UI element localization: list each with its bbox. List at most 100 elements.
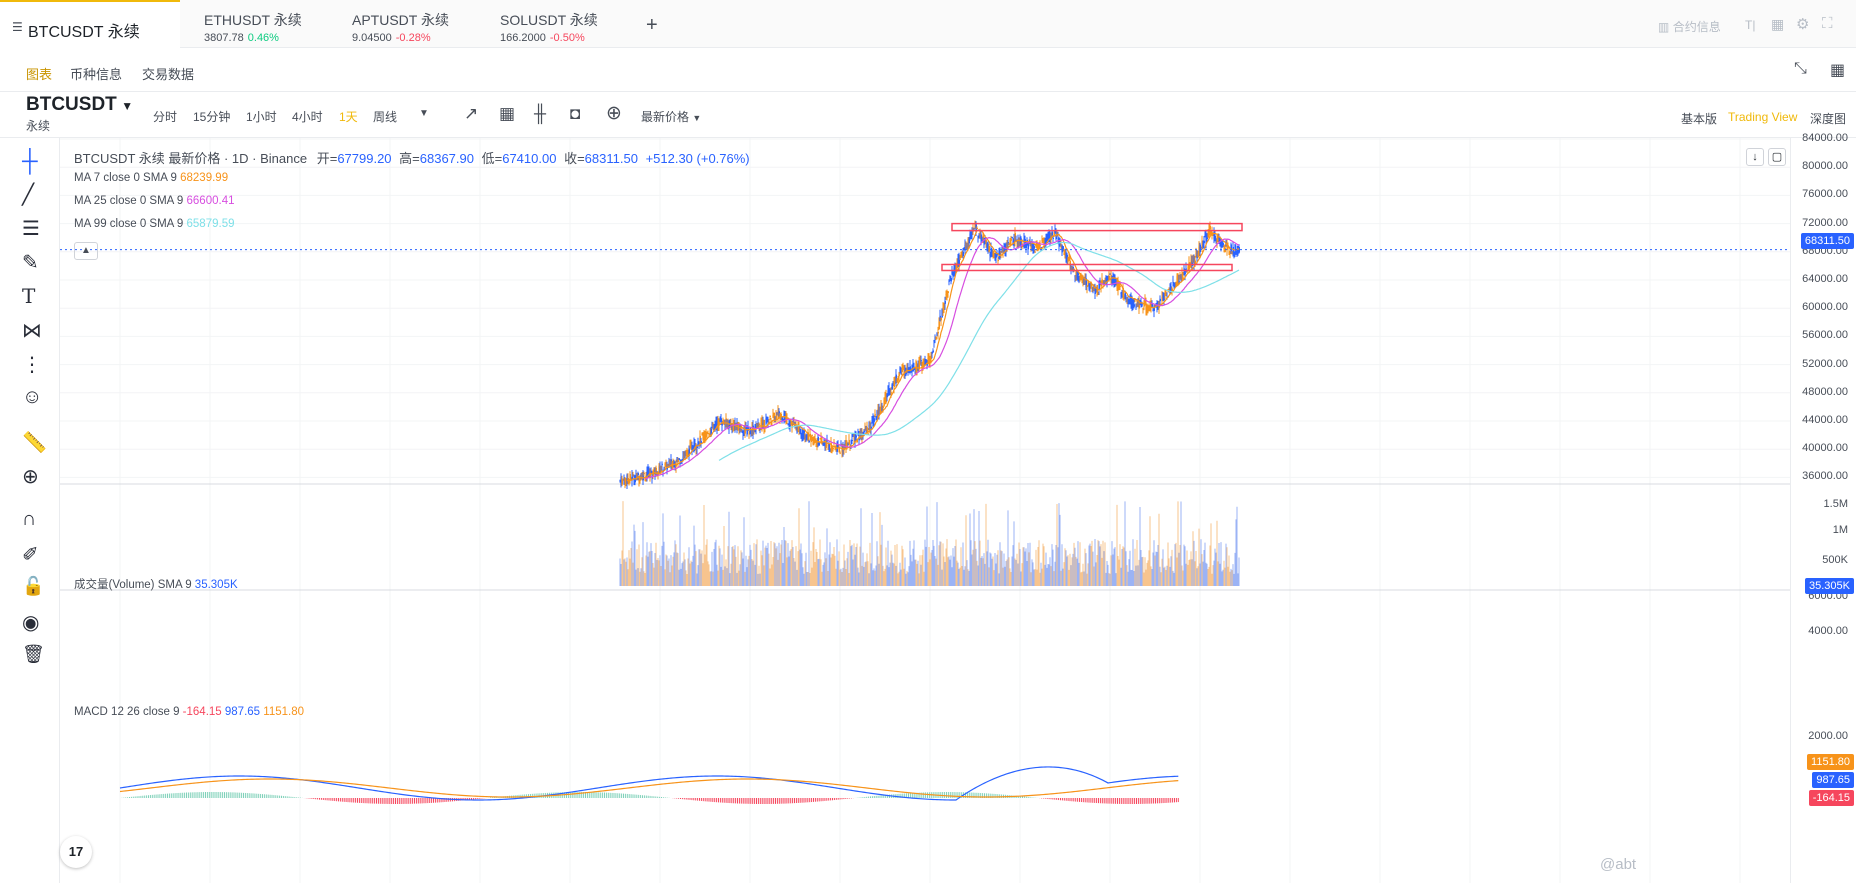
timeframe-15m[interactable]: 15分钟 — [193, 110, 231, 124]
candle-body — [769, 415, 771, 417]
candle-body — [892, 383, 894, 385]
price-axis-label: 40000.00 — [1802, 442, 1848, 455]
macd-signal-value: 1151.80 — [263, 706, 304, 718]
tab-btcusdt[interactable]: ☰ BTCUSDT 永续 — [0, 0, 180, 48]
candle-body — [891, 384, 893, 390]
candle-body — [741, 431, 743, 433]
timeframe-1h[interactable]: 1小时 — [246, 110, 277, 124]
tab-coin-info[interactable]: 币种信息 — [70, 67, 123, 82]
fullscreen-button[interactable]: ▢ — [1768, 148, 1786, 166]
tab-solusdt[interactable]: SOLUSDT 永续 166.2000 -0.50% — [500, 0, 598, 48]
candle-body — [844, 442, 846, 446]
view-depth[interactable]: 深度图 — [1810, 112, 1847, 126]
candle-style-icon[interactable]: ╫ — [534, 104, 547, 123]
chart-canvas[interactable] — [60, 138, 1790, 883]
candle-body — [1016, 242, 1018, 244]
volume-badge: 35.305K — [1805, 578, 1854, 594]
view-tradingview[interactable]: Trading View — [1728, 110, 1798, 124]
candle-body — [782, 419, 784, 421]
tab-ethusdt[interactable]: ETHUSDT 永续 3807.78 0.46% — [204, 0, 302, 48]
horizontal-lines-icon[interactable]: ☰ — [22, 218, 40, 240]
candle-body — [816, 443, 818, 446]
candle-body — [839, 452, 841, 454]
open-value: 67799.20 — [337, 151, 392, 166]
prediction-icon[interactable]: ⋮ — [22, 354, 42, 376]
crosshair-icon[interactable]: ┼ — [22, 148, 38, 173]
macd-signal-badge: 1151.80 — [1807, 754, 1854, 770]
timeframe-4h[interactable]: 4小时 — [292, 110, 323, 124]
tab-trade-data[interactable]: 交易数据 — [142, 67, 195, 82]
candle-body — [1062, 246, 1064, 250]
add-circle-icon[interactable]: ⊕ — [606, 103, 622, 124]
price-type-select[interactable]: 最新价格 ▼ — [641, 108, 701, 125]
tab-aptusdt[interactable]: APTUSDT 永续 9.04500 -0.28% — [352, 0, 449, 48]
indicators-icon[interactable]: ↗ — [464, 104, 479, 123]
camera-icon[interactable]: ◘ — [570, 104, 581, 123]
candle-body — [1165, 293, 1167, 295]
collapse-legend-button[interactable]: ▲ — [74, 242, 98, 260]
scroll-down-button[interactable]: ↓ — [1746, 148, 1764, 166]
candle-body — [843, 444, 845, 451]
collapse-icon[interactable]: ⤡ — [1794, 60, 1807, 77]
candle-body — [965, 244, 967, 246]
pattern-icon[interactable]: ⋈ — [22, 320, 42, 342]
add-tab-button[interactable]: + — [646, 14, 658, 36]
eye-icon[interactable]: ◉ — [22, 612, 40, 634]
ohlc-legend: BTCUSDT 永续 最新价格 · 1D · Binance 开=67799.2… — [74, 148, 750, 167]
candle-body — [1187, 266, 1189, 271]
candle-body — [986, 243, 988, 250]
candle-body — [953, 267, 955, 277]
magnet-icon[interactable]: ∩ — [22, 508, 37, 530]
expand-icon[interactable]: ⛶ — [1822, 15, 1833, 32]
candle-body — [1090, 282, 1092, 287]
view-basic[interactable]: 基本版 — [1681, 112, 1718, 126]
candle-body — [870, 426, 872, 429]
candle-body — [1032, 245, 1034, 250]
candle-body — [790, 423, 792, 425]
candle-body — [758, 423, 760, 425]
pencil-lock-icon[interactable]: ✐ — [22, 544, 39, 566]
candle-body — [849, 444, 851, 447]
candle-body — [845, 440, 847, 450]
layout-icon[interactable]: ▦ — [1830, 62, 1846, 79]
gear-icon[interactable]: ⚙ — [1796, 16, 1810, 33]
ma25-label: MA 25 close 0 SMA 9 — [74, 195, 184, 207]
candle-body — [960, 252, 962, 254]
candle-body — [871, 420, 873, 422]
candle-body — [1008, 243, 1010, 245]
tab-chart[interactable]: 图表 — [26, 67, 53, 82]
candle-body — [1084, 279, 1086, 281]
text-tool-icon[interactable]: T — [22, 284, 36, 308]
close-value: 68311.50 — [584, 151, 638, 166]
chart-area[interactable]: BTCUSDT 永续 最新价格 · 1D · Binance 开=67799.2… — [60, 138, 1856, 883]
candle-body — [1226, 244, 1228, 251]
timeframe-1d[interactable]: 1天 — [339, 110, 358, 124]
candle-body — [1048, 233, 1050, 240]
contract-info-button[interactable]: ▥ 合约信息 — [1658, 18, 1721, 35]
templates-icon[interactable]: ▦ — [499, 104, 516, 123]
lock-icon[interactable]: 🔓 — [22, 576, 45, 596]
brush-icon[interactable]: ✎ — [22, 252, 39, 274]
candle-body — [666, 466, 668, 470]
price-axis[interactable]: 84000.00 80000.00 76000.00 72000.00 68000.00… — [1790, 132, 1856, 883]
ruler-icon[interactable]: 📏 — [22, 432, 47, 454]
emoji-icon[interactable]: ☺ — [22, 386, 43, 408]
zoom-in-icon[interactable]: ⊕ — [22, 466, 39, 488]
more-timeframes-icon[interactable]: ▼ — [419, 108, 429, 119]
candle-body — [656, 473, 658, 475]
candle-body — [796, 426, 798, 433]
text-toggle-button[interactable]: T| — [1745, 18, 1756, 32]
timeframe-1m[interactable]: 分时 — [153, 110, 178, 124]
candle-body — [972, 227, 974, 232]
candle-body — [637, 473, 639, 476]
symbol-selector[interactable]: BTCUSDT ▼ 永续 — [26, 94, 133, 134]
candle-body — [927, 358, 929, 361]
low-value: 67410.00 — [502, 151, 557, 166]
trash-icon[interactable]: 🗑 — [22, 644, 45, 664]
candle-body — [836, 447, 838, 452]
tradingview-logo[interactable]: 17 — [60, 836, 92, 868]
trend-line-icon[interactable]: ╱ — [22, 184, 35, 206]
timeframe-1w[interactable]: 周线 — [373, 110, 398, 124]
grid-icon[interactable]: ▦ — [1771, 16, 1785, 32]
candle-body — [877, 408, 879, 412]
